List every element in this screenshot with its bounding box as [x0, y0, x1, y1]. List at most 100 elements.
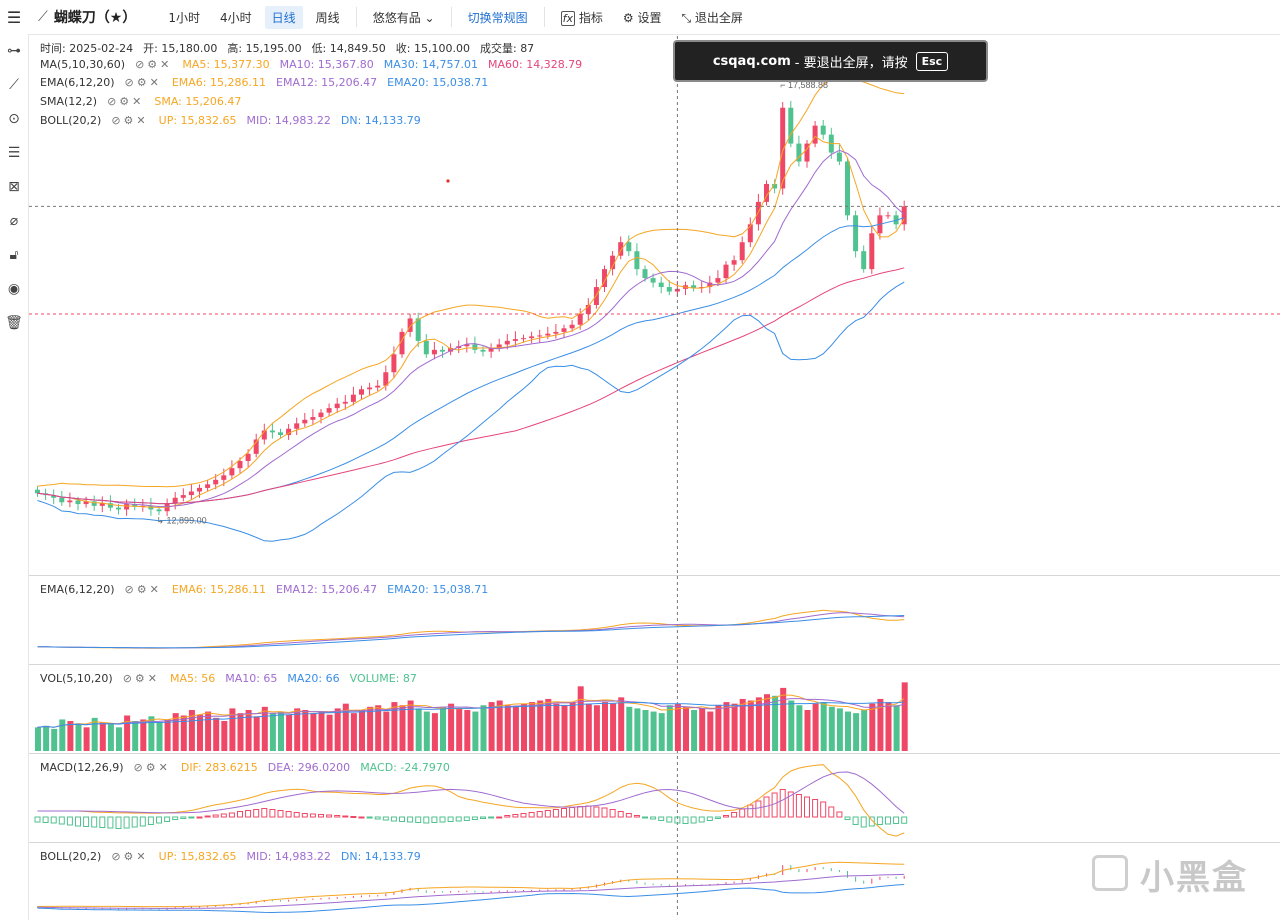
macd-bar [407, 816, 414, 823]
vol-ma5-value: MA5: 56 [169, 672, 216, 685]
macd-bar [706, 816, 713, 821]
sub-ema-legend: EMA(6,12,20) ⊘⚙✕ EMA6: 15,286.11 EMA12: … [40, 583, 488, 596]
macd-bar [399, 816, 405, 822]
candle-body [569, 324, 575, 329]
timeframe-daily[interactable]: 日线 [264, 5, 303, 29]
volume-bar [188, 709, 195, 751]
volume-bar [472, 711, 479, 751]
macd-bar [852, 816, 859, 825]
macd-bar [771, 792, 778, 818]
macd-bar [633, 815, 640, 818]
legend-controls[interactable]: ⊘⚙✕ [135, 58, 173, 71]
candle-body [658, 282, 664, 288]
volume-bar [367, 706, 374, 751]
menu-icon[interactable]: ☰ [6, 7, 22, 27]
candle-body [472, 344, 478, 350]
macd-bar [593, 806, 600, 818]
candle-body [642, 269, 648, 279]
legend-controls[interactable]: ⊘⚙✕ [133, 761, 171, 774]
volume-bar [820, 702, 827, 751]
trash-icon[interactable]: 🗑︎ [5, 315, 23, 331]
volume-bar [836, 708, 843, 751]
legend-controls[interactable]: ⊘⚙✕ [111, 114, 149, 127]
vol-ma10-value: MA10: 65 [225, 672, 278, 685]
legend-controls[interactable]: ⊘⚙✕ [124, 76, 162, 89]
horizontal-line-icon[interactable]: ⊶ [7, 43, 21, 59]
candle-body [869, 233, 875, 270]
vol-legend: VOL(5,10,20) ⊘⚙✕ MA5: 56 MA10: 65 MA20: … [40, 672, 417, 685]
trend-line-icon[interactable]: ⟋ [9, 77, 19, 93]
candle-body [132, 504, 138, 507]
volume-bar [861, 709, 868, 751]
sub-ema12-value: EMA12: 15,206.47 [276, 583, 378, 596]
macd-bar [836, 811, 843, 818]
volume-bar [845, 711, 851, 751]
macd-bar [212, 814, 219, 818]
volume-bar [577, 686, 584, 751]
candle-body [407, 318, 413, 332]
macd-bar [844, 816, 851, 820]
macd-bar [682, 816, 689, 824]
macd-bar [115, 816, 122, 829]
ohlc-open: 开: 15,180.00 [143, 42, 218, 55]
macd-bar [431, 816, 438, 823]
volume-bar [99, 722, 106, 751]
panel-divider [29, 664, 1280, 665]
panel-divider [29, 753, 1280, 754]
unlock-icon[interactable]: 🔓︎ [9, 247, 19, 263]
volume-bar [148, 716, 155, 751]
macd-bar [690, 816, 697, 824]
candle-body [731, 260, 737, 265]
volume-bar [561, 705, 568, 751]
volume-bar [626, 706, 633, 751]
gear-icon: ⚙ [622, 10, 634, 25]
settings-button[interactable]: ⚙ 设置 [616, 6, 669, 29]
sub-ema-name: EMA(6,12,20) [40, 583, 115, 596]
volume-bar [334, 708, 341, 751]
timeframe-weekly[interactable]: 周线 [315, 10, 340, 25]
macd-bar [253, 809, 260, 818]
legend-controls[interactable]: ⊘⚙✕ [111, 850, 149, 863]
product-select[interactable]: 悠悠有品 ⌄ [366, 6, 442, 29]
macd-bar [237, 811, 243, 818]
switch-chart-button[interactable]: 切换常规图 [467, 10, 528, 25]
timeframe-1h[interactable]: 1小时 [168, 10, 201, 25]
macd-bar [812, 799, 819, 818]
legend-controls[interactable]: ⊘⚙✕ [122, 672, 160, 685]
volume-bar [804, 709, 811, 751]
candle-body [488, 348, 494, 352]
volume-bar [156, 722, 163, 751]
sub-panels [34, 609, 908, 914]
ohlc-legend: 时间: 2025-02-24 开: 15,180.00 高: 15,195.00… [40, 40, 534, 56]
candle-body [512, 339, 518, 341]
timeframe-4h[interactable]: 4小时 [220, 10, 252, 25]
legend-controls[interactable]: ⊘⚙✕ [107, 95, 145, 108]
indicators-button[interactable]: fx 指标 [554, 6, 610, 29]
ma10-value: MA10: 15,367.80 [279, 58, 374, 71]
volume-bar [391, 702, 398, 751]
circle-tool-icon[interactable]: ⊙ [8, 111, 20, 127]
ma5-line [37, 135, 905, 509]
candle-body [577, 313, 583, 325]
macd-bar [228, 812, 235, 818]
boll-mid-value: MID: 14,983.22 [246, 114, 331, 127]
magnet-icon[interactable]: ⌀ [9, 213, 19, 229]
boll-legend-name: BOLL(20,2) [40, 114, 102, 127]
exit-fullscreen-button[interactable]: ⤡ 退出全屏 [674, 6, 749, 29]
macd-bar [277, 810, 284, 818]
legend-controls[interactable]: ⊘⚙✕ [124, 583, 162, 596]
watermark-text: 小黑盒 [1140, 858, 1248, 898]
macd-bar [382, 816, 389, 821]
candle-body [626, 242, 632, 252]
candle-body [707, 282, 713, 288]
macd-bar [876, 816, 883, 825]
candle-body [415, 318, 421, 341]
macd-bar [480, 816, 486, 819]
volume-bar [456, 708, 463, 751]
eye-icon[interactable]: ◉ [7, 281, 21, 297]
box-cross-icon[interactable]: ⊠ [8, 179, 20, 195]
fib-icon[interactable]: ☰ [7, 145, 21, 161]
candle-body [820, 125, 826, 135]
ema-legend: EMA(6,12,20) ⊘⚙✕ EMA6: 15,286.11 EMA12: … [40, 76, 488, 89]
